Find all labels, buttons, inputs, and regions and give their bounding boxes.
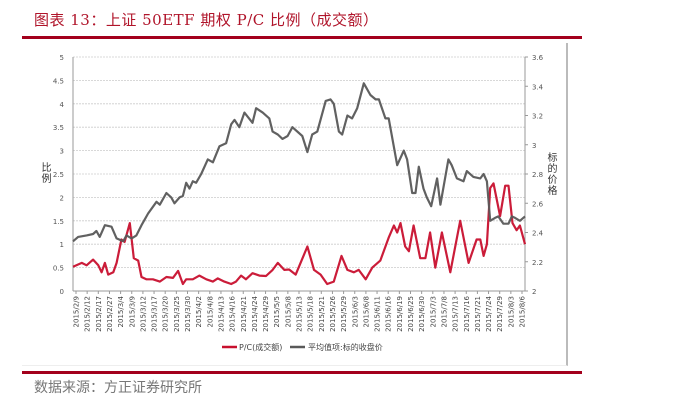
- x-tick-label: 2015/7/8: [440, 296, 448, 327]
- source-rule: [22, 371, 582, 374]
- series-line-underlying-price: [72, 82, 526, 243]
- x-tick-label: 2015/2/12: [84, 296, 92, 332]
- x-tick-label: 2015/6/11: [374, 296, 382, 332]
- y2-tick-label: 3.2: [532, 113, 543, 121]
- x-tick-label: 2015/5/13: [296, 296, 304, 332]
- x-tick-label: 2015/5/5: [273, 296, 281, 327]
- x-tick-label: 2015/3/30: [184, 296, 192, 332]
- y2-tick-label: 3.4: [532, 83, 544, 91]
- x-tick-label: 2015/7/3: [429, 296, 437, 327]
- x-tick-label: 2015/4/8: [206, 296, 214, 327]
- y2-axis-label: 标的价格: [545, 152, 556, 196]
- y-tick-label: 0: [60, 288, 64, 296]
- x-tick-label: 2015/5/8: [284, 296, 292, 327]
- x-tick-label: 2015/6/25: [407, 296, 415, 332]
- y-tick-label: 1.5: [53, 218, 64, 226]
- y-tick-label: 5: [60, 54, 64, 62]
- y-axis-label: 比例: [39, 162, 50, 184]
- title-rule: [22, 36, 582, 39]
- x-tick-label: 2015/6/16: [385, 295, 393, 331]
- x-tick-label: 2015/4/21: [240, 296, 248, 332]
- x-tick-label: 2015/7/21: [474, 296, 482, 332]
- y-tick-label: 2: [60, 194, 64, 202]
- y-tick-label: 0.5: [53, 265, 64, 273]
- x-tick-label: 2015/4/24: [251, 295, 259, 331]
- x-tick-label: 2015/4/2: [195, 296, 203, 327]
- x-tick-label: 2015/7/16: [463, 295, 471, 331]
- x-tick-label: 2015/2/27: [106, 296, 114, 332]
- figure-title: 图表 13：上证 50ETF 期权 P/C 比例（成交额）: [34, 11, 379, 29]
- legend-label-price: 平均值项:标的收盘价: [308, 342, 383, 352]
- x-tick-label: 2015/4/13: [217, 296, 225, 332]
- y2-tick-label: 2.2: [532, 259, 543, 267]
- x-tick-label: 2015/6/8: [362, 296, 370, 327]
- y-tick-label: 4: [60, 101, 65, 109]
- x-tick-label: 2015/5/21: [318, 296, 326, 332]
- x-tick-label: 2015/5/18: [307, 296, 315, 332]
- y-tick-label: 2.5: [53, 171, 64, 179]
- source-note: 数据来源：方正证券研究所: [34, 380, 202, 396]
- x-tick-label: 2015/7/13: [452, 296, 460, 332]
- y-tick-label: 1: [60, 241, 64, 249]
- y-tick-label: 4.5: [53, 77, 64, 85]
- x-tick-label: 2015/3/9: [128, 296, 136, 327]
- legend-label-pc: P/C(成交额): [239, 342, 282, 352]
- x-tick-label: 2015/3/25: [173, 296, 181, 332]
- x-tick-label: 2015/8/3: [507, 296, 515, 327]
- x-tick-label: 2015/2/9: [73, 296, 81, 327]
- series-line-pc-ratio: [72, 182, 527, 286]
- y2-tick-label: 3: [532, 142, 536, 150]
- y2-tick-label: 3.6: [532, 54, 544, 62]
- x-tick-label: 2015/6/30: [418, 296, 426, 332]
- x-tick-label: 2015/6/3: [351, 296, 359, 327]
- x-tick-label: 2015/5/29: [340, 296, 348, 332]
- legend: P/C(成交额) 平均值项:标的收盘价: [222, 342, 383, 352]
- y-tick-label: 3: [60, 148, 64, 156]
- x-tick-label: 2015/3/12: [139, 296, 147, 332]
- y2-tick-label: 2.8: [532, 171, 543, 179]
- y-tick-label: 3.5: [53, 124, 64, 132]
- y2-tick-label: 2.4: [532, 230, 544, 238]
- y2-tick-label: 2.6: [532, 200, 544, 208]
- x-tick-label: 2015/3/20: [162, 296, 170, 332]
- x-tick-label: 2015/7/29: [496, 296, 504, 332]
- x-tick-label: 2015/4/16: [229, 295, 237, 331]
- x-tick-label: 2015/7/24: [485, 295, 493, 331]
- chart-frame: [22, 43, 568, 366]
- x-tick-label: 2015/6/19: [396, 296, 404, 332]
- x-tick-label: 2015/3/4: [117, 295, 125, 327]
- x-tick-label: 2015/5/26: [329, 295, 337, 331]
- y2-tick-label: 2: [532, 288, 536, 296]
- x-tick-label: 2015/8/6: [519, 295, 527, 327]
- x-tick-label: 2015/2/17: [95, 296, 103, 332]
- x-tick-label: 2015/4/29: [262, 296, 270, 332]
- x-tick-label: 2015/3/17: [151, 296, 159, 332]
